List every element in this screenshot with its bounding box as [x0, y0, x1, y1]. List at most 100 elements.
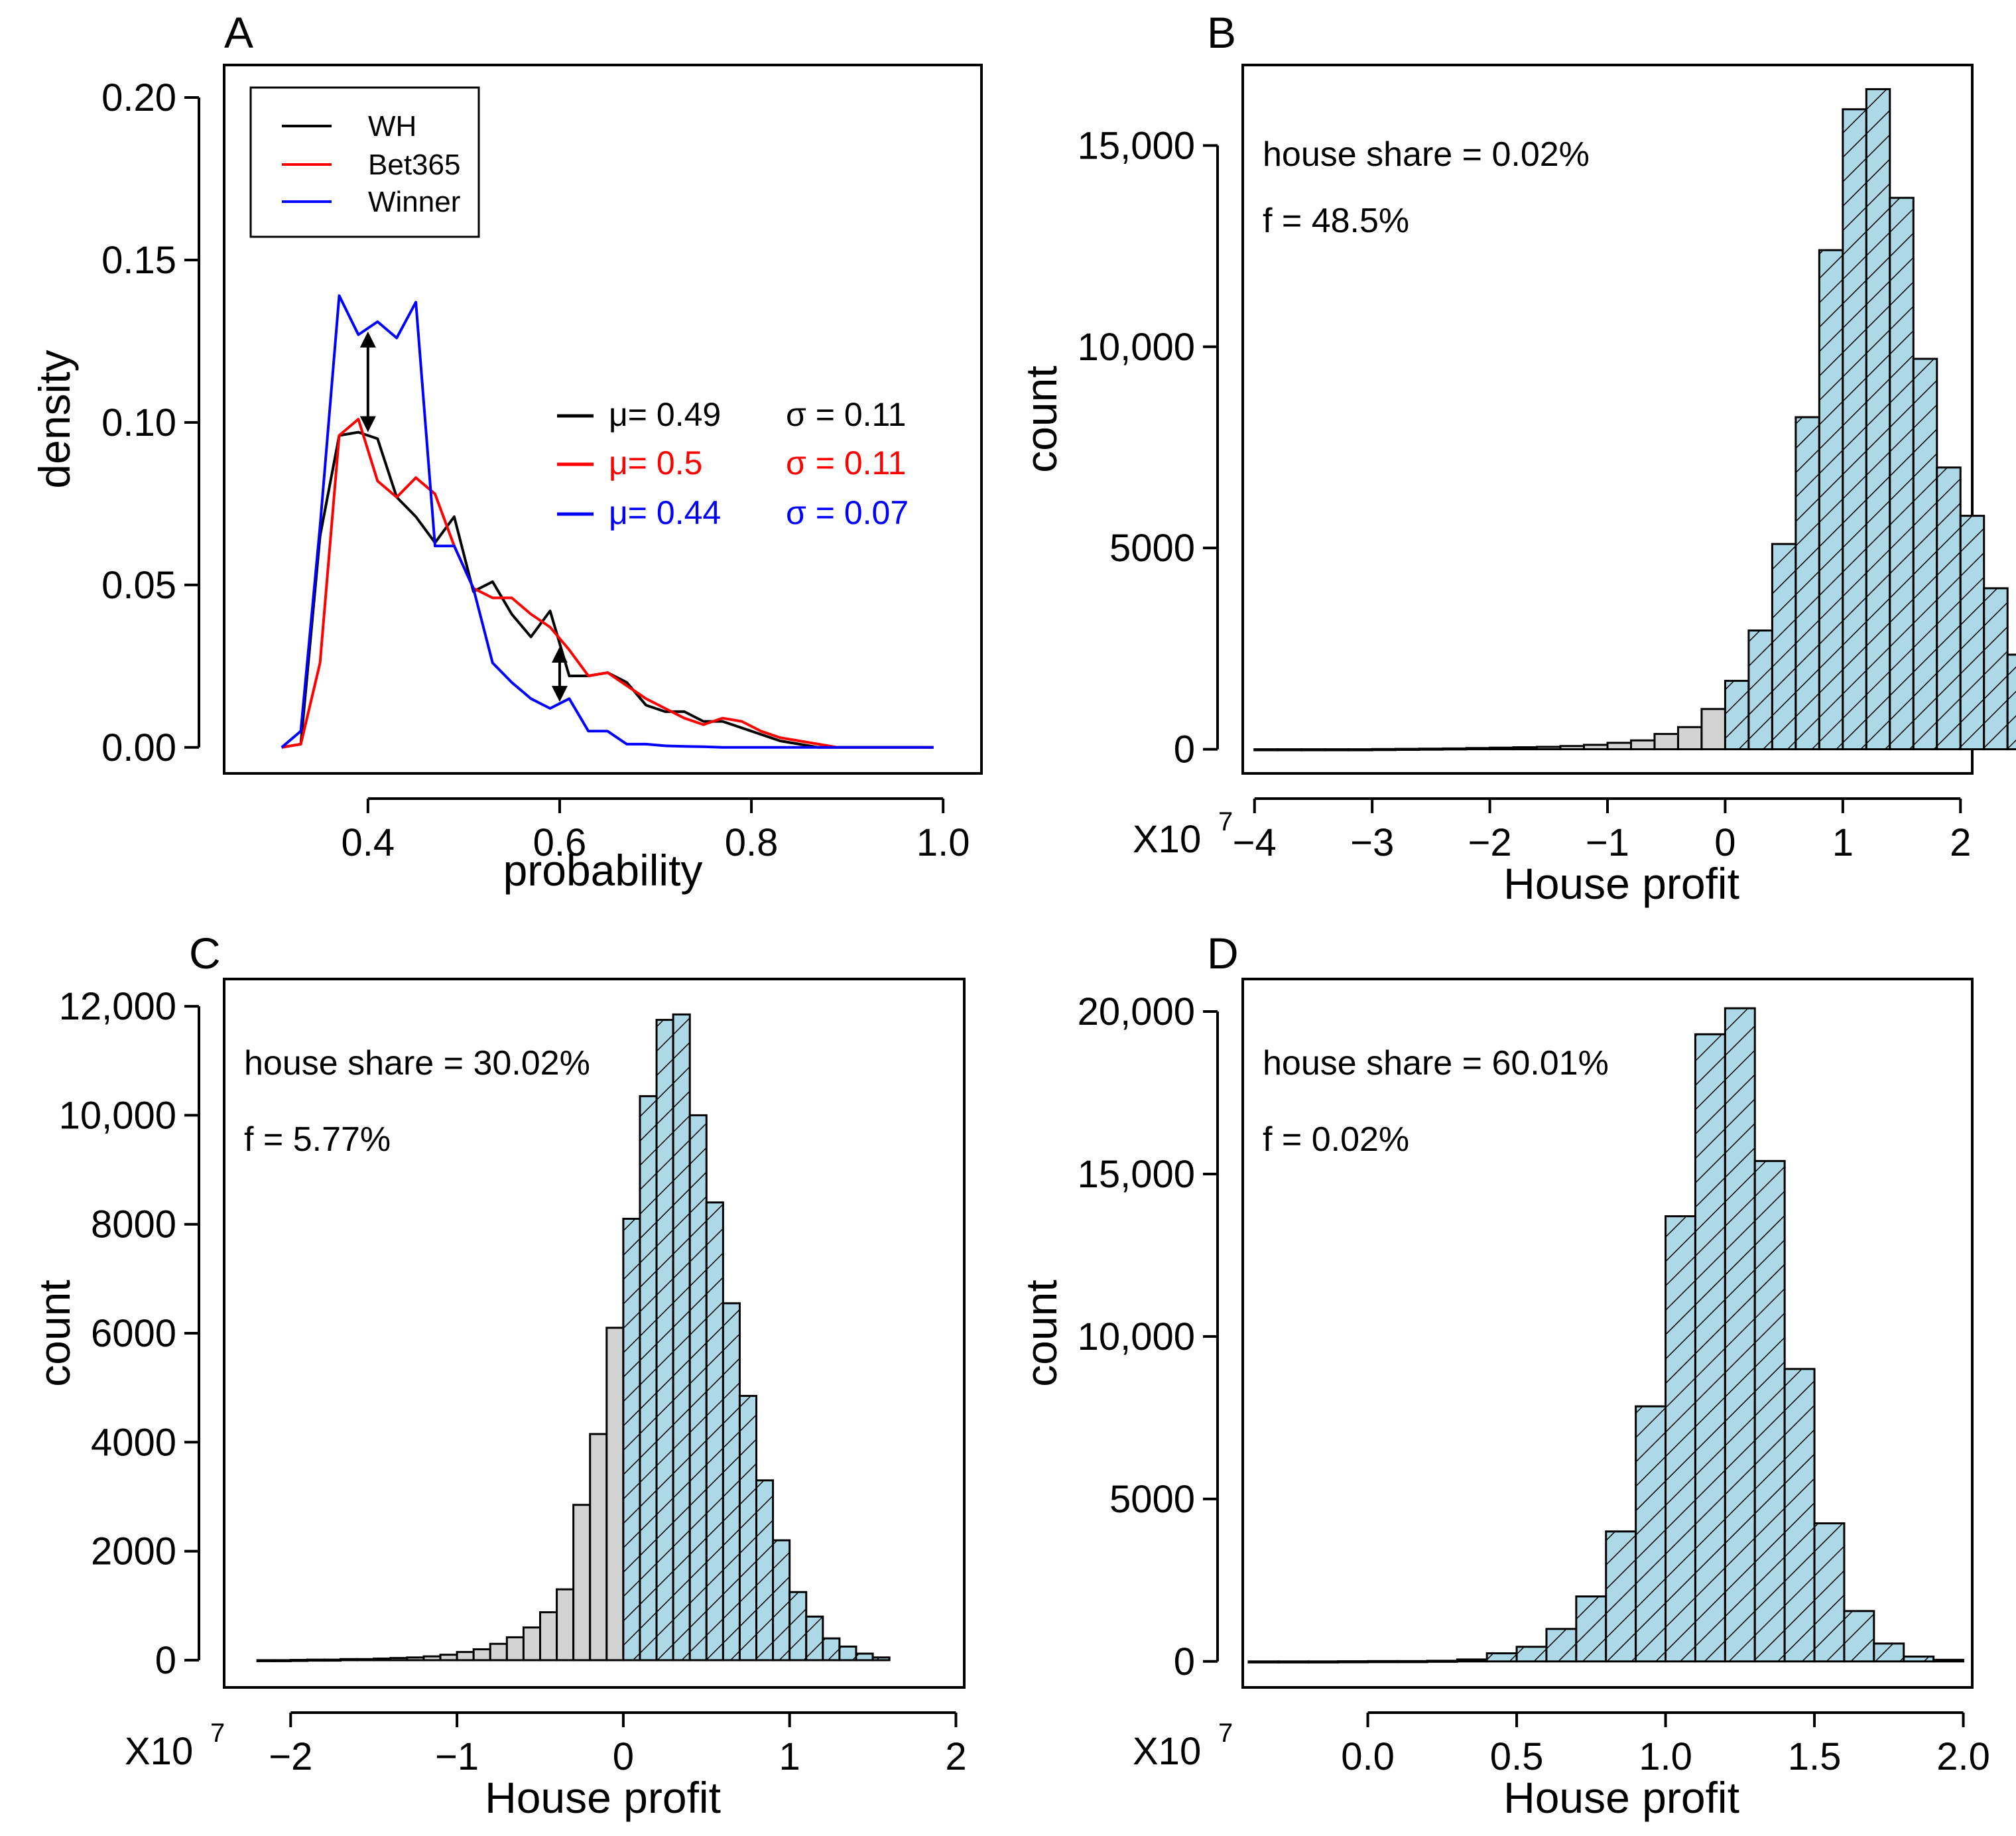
- histogram-bar: [655, 1019, 674, 1662]
- x-tick-label-a: 0.4: [342, 821, 395, 864]
- histogram-bar: [1396, 1660, 1428, 1664]
- annotation-house-share-c: house share = 30.02%: [244, 1044, 590, 1082]
- legend-box: [249, 86, 480, 238]
- histogram-bar: [1307, 1660, 1340, 1664]
- histogram-bar: [1418, 748, 1444, 751]
- y-tick-label-b: 0: [1174, 728, 1195, 771]
- histogram-bar: [572, 1504, 592, 1662]
- x-tick-label-c: 0: [613, 1735, 634, 1778]
- histogram-bar: [1889, 196, 1915, 751]
- multiplier-exponent-b: 7: [1218, 807, 1233, 836]
- histogram-bar: [556, 1588, 575, 1662]
- x-tick-label-b: 2: [1950, 821, 1971, 864]
- annotation-house-share-d: house share = 60.01%: [1263, 1044, 1609, 1082]
- y-tick-label-a: 0.10: [101, 401, 176, 444]
- histogram-bar: [1903, 1655, 1935, 1663]
- y-axis-title-a: density: [30, 350, 79, 488]
- x-tick-label-c: 1: [779, 1735, 800, 1778]
- panel-letter-c: C: [189, 929, 221, 978]
- histogram-bar: [1606, 742, 1632, 751]
- histogram-bar: [340, 1658, 359, 1662]
- legend-label-bet365: Bet365: [368, 149, 460, 181]
- histogram-bar: [456, 1651, 475, 1662]
- histogram-bar: [672, 1013, 691, 1662]
- x-tick-label-d: 0.0: [1341, 1735, 1395, 1778]
- x-tick-label-d: 1.0: [1639, 1735, 1692, 1778]
- multiplier-exponent-c: 7: [210, 1719, 225, 1748]
- y-tick-label-a: 0.05: [101, 564, 176, 607]
- x-tick-label-c: −2: [269, 1735, 312, 1778]
- x-tick-label-d: 1.5: [1788, 1735, 1842, 1778]
- y-tick-label-d: 20,000: [1078, 990, 1195, 1033]
- histogram-bar: [1426, 1660, 1458, 1663]
- histogram-bars-d: [1247, 1007, 1965, 1664]
- histogram-bar: [2006, 653, 2016, 751]
- annotation-f-b: f = 48.5%: [1263, 202, 1409, 240]
- panel-d: D 0.0 0.5 1.0 1.5 2.0 0 5000 10,000 15,000 20,000…: [1017, 929, 1990, 1822]
- stats-a: μ= 0.49 σ = 0.11 μ= 0.5 σ = 0.11 μ= 0.44…: [557, 396, 909, 531]
- x-tick-label-b: 0: [1714, 821, 1735, 864]
- panel-a: A 0.4 0.6 0.8 1.0 0.00 0.05 0.10 0.15 0.20 WH Be…: [30, 8, 983, 895]
- histogram-bar: [1813, 1522, 1846, 1663]
- histogram-bar: [373, 1657, 392, 1662]
- multiplier-label-c: X10: [125, 1730, 193, 1773]
- histogram-bar: [1959, 515, 1985, 751]
- histogram-bar: [1724, 679, 1750, 751]
- histogram-bar: [1395, 748, 1420, 751]
- stats-mu-winner: μ= 0.44: [609, 494, 721, 531]
- histogram-bar: [1694, 1033, 1726, 1663]
- x-axis-title-b: House profit: [1503, 859, 1739, 908]
- y-tick-label-d: 10,000: [1078, 1315, 1195, 1358]
- axes-d: 0.0 0.5 1.0 1.5 2.0 0 5000 10,000 15,000 20,000: [1078, 990, 1990, 1778]
- multiplier-exponent-d: 7: [1218, 1719, 1233, 1748]
- multiplier-b: X10 7: [1133, 807, 1233, 861]
- histogram-bar: [589, 1433, 608, 1662]
- histogram-bar: [538, 1611, 558, 1662]
- histogram-bar: [688, 1114, 708, 1662]
- histogram-bar: [605, 1327, 625, 1662]
- histogram-bar: [1371, 748, 1397, 752]
- x-axis-title-a: probability: [503, 846, 703, 895]
- y-tick-label-d: 5000: [1109, 1478, 1195, 1521]
- plot-frame-a: [223, 64, 983, 775]
- legend-label-winner: Winner: [368, 186, 460, 218]
- x-tick-label-b: −3: [1350, 821, 1394, 864]
- histogram-bar: [1456, 1658, 1488, 1663]
- histogram-bar: [1724, 1007, 1756, 1663]
- x-tick-label-c: −1: [435, 1735, 479, 1778]
- x-tick-label-d: 2.0: [1936, 1735, 1990, 1778]
- panel-letter-a: A: [224, 8, 253, 57]
- x-axis-title-c: House profit: [485, 1773, 721, 1822]
- y-tick-label-d: 15,000: [1078, 1153, 1195, 1196]
- histogram-bar: [1575, 1595, 1607, 1663]
- histogram-bar: [273, 1659, 292, 1662]
- histogram-bar: [289, 1659, 308, 1662]
- y-axis-title-b: count: [1017, 365, 1066, 472]
- histogram-bar: [406, 1656, 425, 1662]
- histogram-bar: [1842, 108, 1867, 751]
- histogram-bar: [389, 1657, 409, 1662]
- histogram-bar: [1559, 745, 1586, 751]
- y-tick-label-d: 0: [1174, 1640, 1195, 1683]
- x-tick-label-b: −2: [1468, 821, 1512, 864]
- histogram-bar: [705, 1201, 724, 1662]
- histogram-bar: [838, 1645, 857, 1662]
- histogram-bar: [1932, 1658, 1965, 1663]
- histogram-bar: [1783, 1368, 1816, 1663]
- y-axis-title-c: count: [30, 1279, 79, 1386]
- plot-frame-d: [1241, 978, 1974, 1689]
- multiplier-c: X10 7: [125, 1719, 225, 1773]
- histogram-bar: [639, 1095, 658, 1662]
- histogram-bar: [1348, 748, 1373, 752]
- histogram-bar: [822, 1637, 841, 1662]
- histogram-bar: [1912, 358, 1938, 751]
- histogram-bar: [1277, 748, 1303, 752]
- series-line-bet365: [281, 418, 934, 749]
- stats-mu-wh: μ= 0.49: [609, 396, 721, 433]
- series-lines-a: [281, 294, 934, 749]
- panel-c: C −2 −1 0 1 2 0 2000 4000 6000 8000 10,000 12,000 h…: [30, 929, 967, 1822]
- histogram-bar: [1676, 726, 1703, 751]
- histogram-bar: [1753, 1159, 1786, 1663]
- histogram-bar: [1583, 744, 1609, 751]
- y-axis-title-d: count: [1017, 1279, 1066, 1386]
